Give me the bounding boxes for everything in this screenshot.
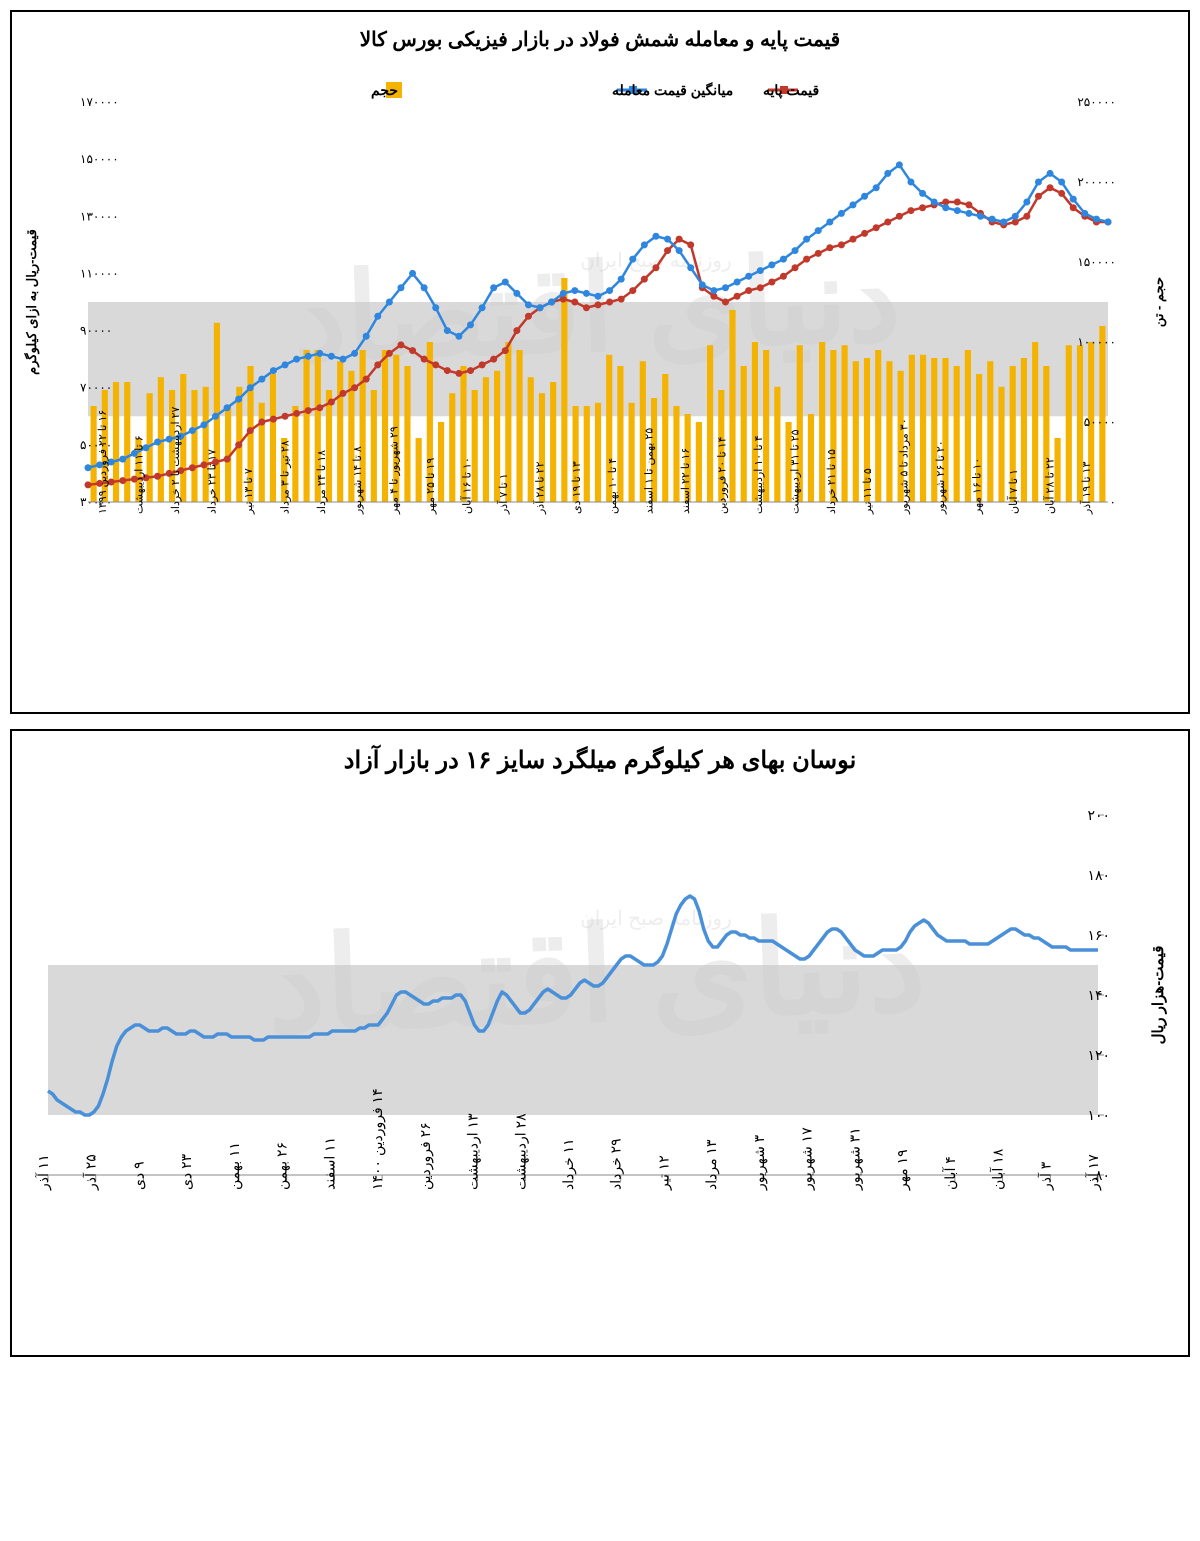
x-tick-label: ۱۷ تا ۲۳ خرداد [207, 449, 219, 514]
x-tick-label: ۲۳ دی [178, 1153, 194, 1190]
y-left-tick: ۱۵۰۰۰۰ [80, 152, 119, 166]
x-tick-label: ۱۳ اردیبهشت [465, 1113, 482, 1190]
x-tick-label: ۸ تا ۱۴ شهریور [352, 446, 364, 515]
x-tick-label: ۱ تا ۷ آذر [497, 473, 510, 515]
x-tick-label: ۱۳ تا ۱۹ آذر [1080, 461, 1093, 515]
x-tick-label: ۲۰ تا ۲۶ شهریور [935, 440, 947, 515]
x-tick-label: ۱۸ تا ۲۴ مرداد [316, 450, 328, 514]
legend-label: حجم [371, 82, 398, 99]
chart1-legend: قیمت پایه میانگین قیمت معامله حجم [371, 82, 819, 99]
chart2-panel: نوسان بهای هر کیلوگرم میلگرد سایز ۱۶ در … [10, 729, 1190, 1357]
y-tick: ۱۴۰ [1087, 987, 1110, 1003]
y-left-tick: ۷۰۰۰۰ [80, 381, 112, 395]
x-tick-label: ۱۷ شهریور [799, 1127, 816, 1191]
x-tick-label: ۲۷ اردیبهشت تا ۲ خرداد [170, 406, 182, 514]
x-tick-label: ۳ شهریور [751, 1134, 768, 1191]
x-tick-label: ۲۵ آذر [82, 1154, 100, 1191]
x-tick-label: ۱۳ تا ۱۹ دی [571, 461, 583, 514]
y-left-tick: ۹۰۰۰۰ [80, 324, 112, 338]
x-tick-label: ۴ تا ۱۰ بهمن [607, 458, 619, 514]
legend-label: میانگین قیمت معامله [612, 82, 733, 99]
y-right-tick: ۱۰۰۰۰۰ [1077, 335, 1116, 349]
y-right-tick: ۲۵۰۰۰۰ [1077, 95, 1116, 109]
y-left-tick: ۱۷۰۰۰۰ [80, 95, 119, 109]
y-right-tick: ۱۵۰۰۰۰ [1077, 255, 1116, 269]
y-axis-label: قیمت-هزار ریال [1150, 946, 1167, 1045]
y-right-tick: ۲۰۰۰۰۰ [1077, 175, 1116, 189]
x-tick-label: ۱۰ تا ۱۶ مهر [972, 458, 984, 515]
x-tick-label: ۱۳ مرداد [703, 1139, 720, 1190]
legend-label: قیمت پایه [763, 82, 819, 99]
x-tick-label: ۴ تا ۱۰ اردیبهشت [753, 435, 765, 514]
x-tick-label: ۱۱ بهمن [226, 1142, 243, 1190]
y-left-tick: ۱۳۰۰۰۰ [80, 209, 119, 223]
x-tick-label: ۱۱ اسفند [321, 1137, 337, 1190]
x-tick-label: ۲۹ شهریور تا ۴ مهر [389, 426, 401, 515]
x-tick-label: ۱۶ تا ۲۲ اسفند [680, 448, 692, 514]
x-tick-label: ۱۴ تا ۲۰ فروردین [717, 436, 729, 514]
x-tick-label: ۷ تا ۱۳ تیر [243, 468, 255, 515]
x-tick-label: ۱۶ تا ۲۲ فروردین ۱۳۹۹ [97, 410, 109, 514]
x-tick-label: ۲۶ بهمن [274, 1142, 291, 1190]
chart1-title: قیمت پایه و معامله شمش فولاد در بازار فی… [22, 27, 1178, 52]
y-tick: ۲۰۰ [1087, 807, 1110, 823]
chart2-plot: دنیای اقتصادروزنامه صبح ایران۸۰۱۰۰۱۲۰۱۴۰… [22, 785, 1178, 1345]
x-tick-label: ۲۵ تا ۳۱ اردیبهشت [789, 429, 801, 514]
y-right-tick: ۰ [1110, 495, 1116, 509]
x-tick-label: ۴ آبان [941, 1156, 958, 1190]
y-tick: ۱۶۰ [1087, 927, 1110, 943]
x-tick-label: ۳ آذر [1036, 1161, 1054, 1191]
x-tick-label: ۱۴ فروردین ۱۴۰۰ [369, 1088, 386, 1190]
x-tick-label: ۶ تا ۱۱ اردیبهشت [134, 435, 146, 514]
x-tick-label: ۲۸ تیر تا ۳ مرداد [279, 440, 291, 514]
x-tick-label: ۲۲ تا ۲۸ آذر [533, 461, 546, 515]
x-tick-label: ۵ تا ۱۱ تیر [862, 468, 874, 515]
x-tick-label: ۳۱ شهریور [846, 1127, 863, 1191]
x-tick-label: ۱۹ تا ۲۵ مهر [425, 458, 437, 515]
y-right-tick: ۵۰۰۰۰ [1084, 415, 1116, 429]
svg-text:روزنامه صبح ایران: روزنامه صبح ایران [580, 908, 732, 930]
x-tick-label: ۲۹ خرداد [608, 1138, 625, 1190]
chart1-panel: قیمت پایه و معامله شمش فولاد در بازار فی… [10, 10, 1190, 714]
x-tick-label: ۱۷ آذر [1084, 1154, 1102, 1191]
x-tick-label: ۱۹ مهر [894, 1149, 911, 1191]
x-tick-label: ۱۱ آذر [34, 1154, 52, 1191]
y-left-label: قیمت-ریال به ازای کیلوگرم [23, 229, 40, 375]
x-tick-label: ۱۰ تا ۱۶ آبان [461, 457, 474, 514]
x-tick-label: ۲۵ بهمن تا ۱ اسفند [644, 428, 656, 514]
x-tick-label: ۱۲ تیر [655, 1155, 672, 1191]
y-left-tick: ۱۱۰۰۰۰ [80, 266, 119, 280]
x-tick-label: ۹ دی [130, 1161, 146, 1190]
x-tick-label: ۲۲ تا ۲۸ آبان [1043, 457, 1056, 514]
chart2-title: نوسان بهای هر کیلوگرم میلگرد سایز ۱۶ در … [22, 746, 1178, 775]
x-tick-label: ۱۱ خرداد [560, 1138, 577, 1190]
y-tick: ۱۸۰ [1087, 867, 1110, 883]
x-tick-label: ۱ تا ۷ آبان [1007, 469, 1020, 514]
x-tick-label: ۱۸ آبان [989, 1148, 1006, 1190]
y-tick: ۱۲۰ [1087, 1047, 1110, 1063]
x-tick-label: ۲۶ فروردین [417, 1122, 434, 1190]
y-right-label: حجم - تن [1151, 277, 1167, 327]
chart1-plot: دنیای اقتصادروزنامه صبح ایران۳۰۰۰۰۵۰۰۰۰۷… [22, 62, 1178, 702]
y-tick: ۱۰۰ [1087, 1107, 1110, 1123]
x-tick-label: ۱۵ تا ۲۱ خرداد [826, 449, 838, 514]
x-tick-label: ۲۸ اردیبهشت [512, 1113, 529, 1190]
x-tick-label: ۳۰ مرداد تا ۵ شهریور [899, 418, 911, 515]
